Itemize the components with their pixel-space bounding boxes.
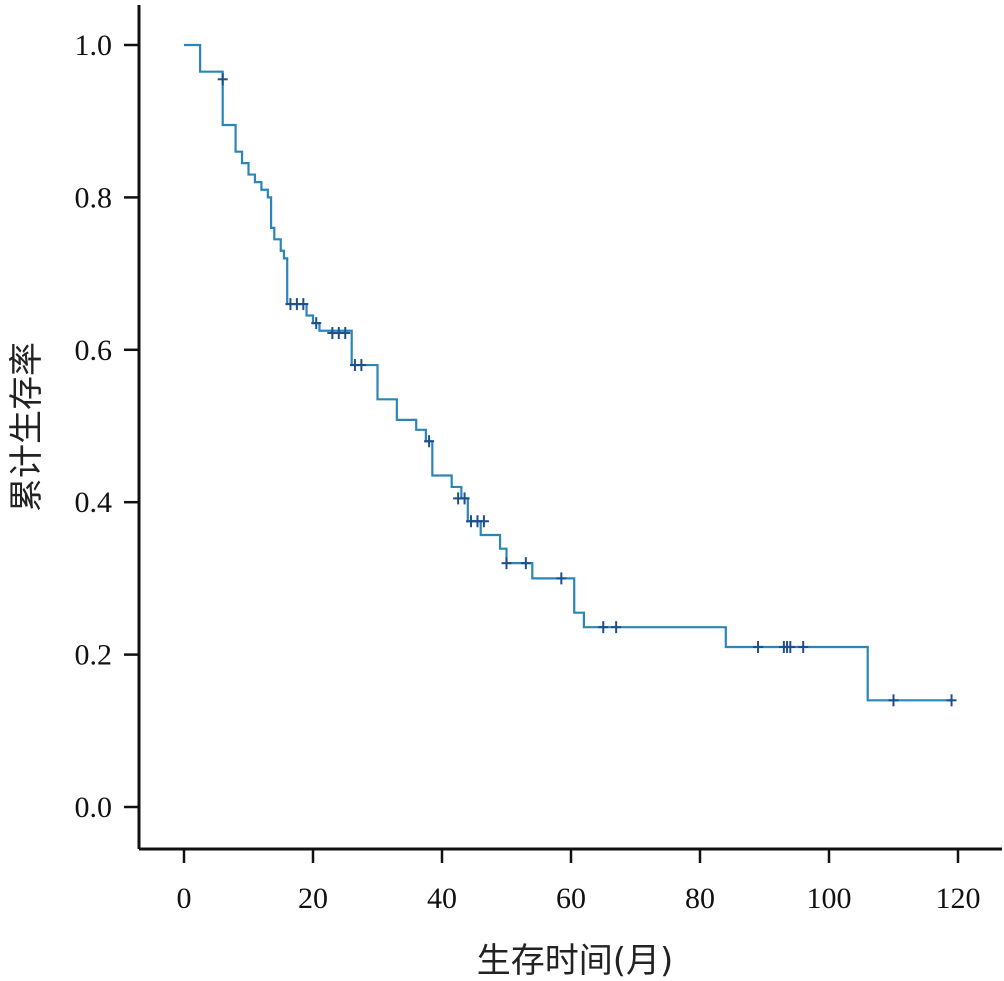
y-tick-label: 0.4 xyxy=(75,486,113,519)
x-tick-label: 40 xyxy=(427,882,457,915)
censor-mark xyxy=(798,640,809,653)
y-tick-label: 0.2 xyxy=(75,639,113,672)
x-tick-label: 60 xyxy=(556,882,586,915)
x-tick-label: 20 xyxy=(298,882,328,915)
censor-mark xyxy=(753,640,764,653)
censor-mark xyxy=(340,327,351,340)
y-tick-label: 1.0 xyxy=(75,29,113,62)
plot-area xyxy=(184,43,957,707)
censor-mark xyxy=(598,621,609,634)
y-axis-title: 累计生存率 xyxy=(7,342,47,512)
survival-curve xyxy=(184,43,952,702)
censor-mark xyxy=(888,694,899,707)
censor-mark xyxy=(424,435,435,448)
x-tick-label: 120 xyxy=(936,882,981,915)
censor-marks xyxy=(217,73,957,707)
x-tick-label: 0 xyxy=(177,882,192,915)
y-tick-label: 0.0 xyxy=(75,791,113,824)
censor-mark xyxy=(946,694,957,707)
censor-mark xyxy=(311,317,322,330)
censor-mark xyxy=(501,557,512,570)
censor-mark xyxy=(478,515,489,528)
y-tick-label: 0.8 xyxy=(75,181,113,214)
y-tick-label: 0.6 xyxy=(75,334,113,367)
censor-mark xyxy=(520,557,531,570)
censor-mark xyxy=(298,298,309,311)
censor-mark xyxy=(556,572,567,585)
x-tick-label: 80 xyxy=(685,882,715,915)
x-tick-label: 100 xyxy=(807,882,852,915)
y-ticks: 0.0 0.2 0.4 0.6 0.8 1.0 xyxy=(75,29,139,824)
x-ticks: 0 20 40 60 80 100 120 xyxy=(177,849,981,915)
censor-mark xyxy=(611,621,622,634)
censor-mark xyxy=(356,359,367,372)
censor-mark xyxy=(459,492,470,505)
axes xyxy=(137,5,1002,851)
censor-mark xyxy=(217,73,228,86)
x-axis-title: 生存时间(月) xyxy=(477,941,674,981)
censor-mark xyxy=(785,640,796,653)
